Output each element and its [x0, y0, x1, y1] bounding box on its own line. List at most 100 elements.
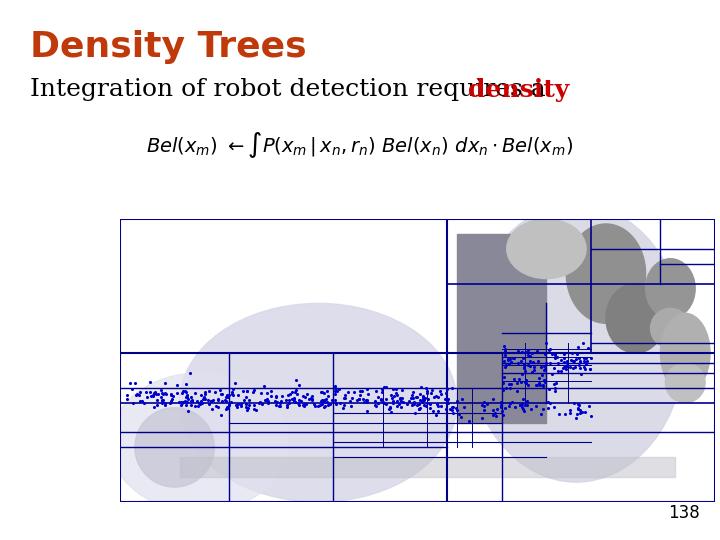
- Point: [359, 397, 370, 406]
- Point: [122, 391, 133, 400]
- Point: [241, 406, 253, 415]
- Point: [524, 357, 536, 366]
- Point: [343, 388, 354, 397]
- Point: [144, 377, 156, 386]
- Point: [507, 354, 518, 362]
- Point: [235, 402, 247, 410]
- Point: [384, 403, 395, 412]
- Point: [248, 388, 259, 396]
- Point: [476, 414, 487, 422]
- Point: [372, 399, 384, 407]
- Point: [439, 395, 451, 403]
- Point: [159, 379, 171, 387]
- Point: [396, 386, 408, 394]
- Point: [186, 397, 198, 406]
- Point: [521, 401, 533, 410]
- Point: [431, 411, 442, 420]
- Point: [319, 401, 330, 410]
- Point: [575, 409, 586, 417]
- Point: [524, 362, 536, 370]
- Point: [361, 407, 373, 416]
- Point: [549, 349, 561, 358]
- Point: [180, 380, 192, 389]
- Point: [510, 402, 521, 411]
- Point: [537, 404, 549, 413]
- Point: [322, 387, 333, 395]
- Point: [152, 401, 163, 409]
- Ellipse shape: [566, 224, 646, 323]
- Point: [539, 350, 550, 359]
- Point: [356, 386, 368, 395]
- Point: [518, 360, 530, 369]
- Point: [446, 402, 457, 411]
- Ellipse shape: [646, 259, 696, 318]
- Point: [319, 397, 330, 406]
- Point: [397, 397, 408, 406]
- Point: [416, 397, 428, 406]
- Point: [179, 387, 191, 395]
- Point: [446, 405, 458, 414]
- Point: [558, 349, 570, 358]
- Point: [266, 386, 277, 395]
- Point: [375, 396, 387, 404]
- Point: [207, 396, 219, 404]
- Point: [423, 395, 434, 403]
- Point: [381, 400, 392, 409]
- Point: [315, 401, 326, 409]
- Point: [287, 395, 298, 404]
- Point: [522, 397, 534, 406]
- Point: [559, 363, 570, 372]
- Point: [181, 392, 193, 401]
- Point: [559, 409, 570, 418]
- Point: [498, 341, 510, 350]
- Point: [562, 362, 573, 370]
- Point: [292, 398, 304, 407]
- Point: [442, 399, 454, 407]
- Point: [527, 357, 539, 366]
- Point: [553, 410, 564, 418]
- Point: [206, 404, 217, 413]
- Point: [176, 399, 188, 408]
- Point: [158, 390, 169, 399]
- Point: [192, 402, 203, 411]
- Point: [406, 401, 418, 409]
- Point: [558, 357, 570, 366]
- Point: [180, 400, 192, 409]
- Point: [242, 404, 253, 413]
- Point: [560, 362, 572, 370]
- Point: [377, 385, 388, 394]
- Point: [570, 355, 582, 363]
- Point: [185, 401, 197, 410]
- Point: [477, 400, 488, 409]
- Point: [517, 402, 528, 411]
- Point: [446, 384, 458, 393]
- Point: [514, 401, 526, 409]
- Point: [397, 393, 408, 402]
- Point: [222, 403, 234, 412]
- Point: [243, 395, 255, 404]
- Point: [418, 394, 429, 403]
- Point: [574, 357, 585, 366]
- Point: [185, 397, 197, 406]
- Point: [219, 396, 230, 404]
- Point: [496, 407, 508, 416]
- Point: [199, 390, 211, 399]
- Point: [526, 368, 537, 376]
- Point: [403, 396, 415, 405]
- Point: [190, 389, 202, 397]
- Point: [579, 353, 590, 362]
- Point: [156, 389, 167, 397]
- Point: [401, 400, 413, 409]
- Point: [511, 386, 523, 395]
- Point: [301, 389, 312, 398]
- Point: [179, 396, 191, 405]
- Point: [176, 398, 187, 407]
- Point: [269, 396, 281, 405]
- Point: [434, 387, 446, 396]
- Point: [552, 359, 564, 367]
- Point: [156, 393, 167, 402]
- Point: [518, 395, 529, 403]
- Point: [289, 388, 300, 396]
- Point: [215, 411, 227, 420]
- Point: [581, 357, 593, 366]
